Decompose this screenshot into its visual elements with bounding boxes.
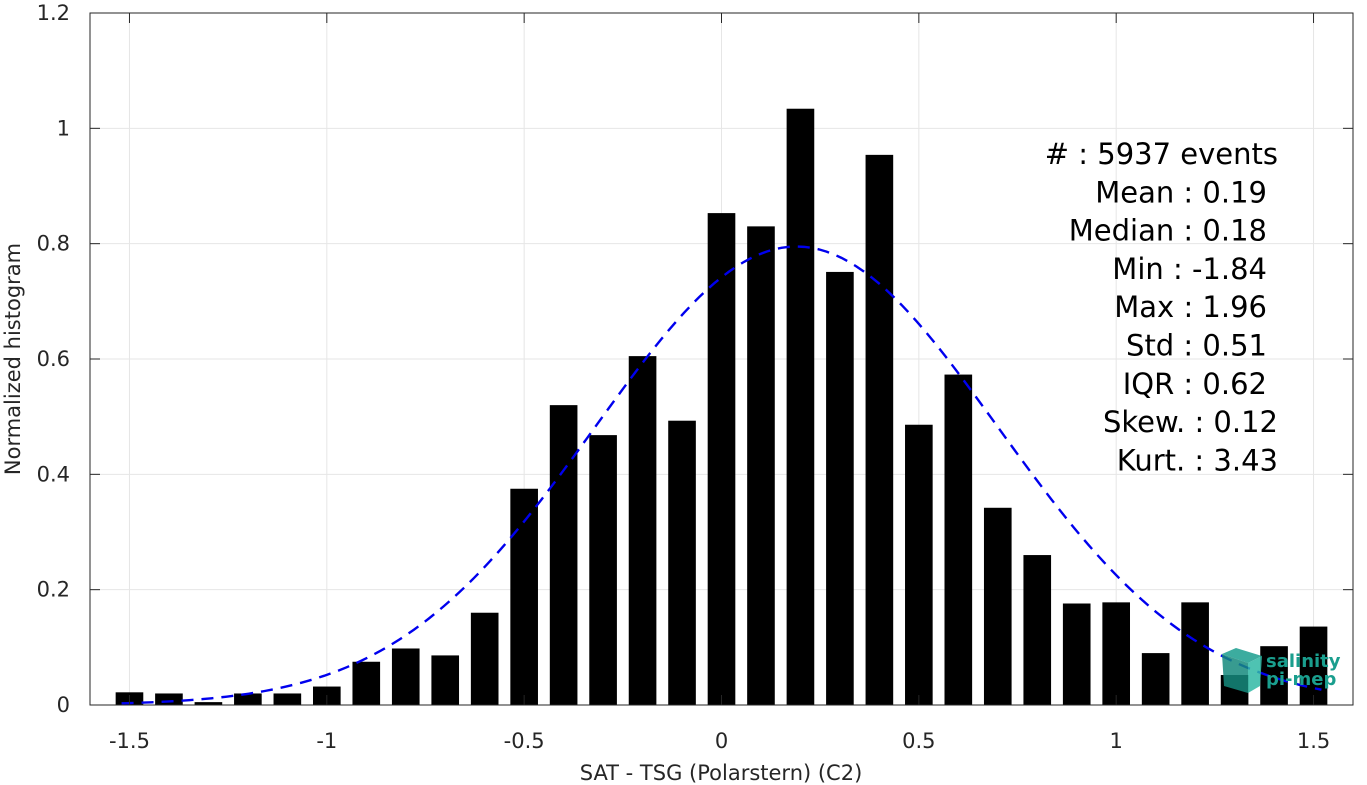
histogram-bar (983, 507, 1012, 705)
histogram-bar (510, 488, 538, 705)
x-tick-label: -0.5 (504, 729, 545, 753)
stat-line: Kurt. : 3.43 (1117, 443, 1278, 477)
x-tick-label: 1 (1110, 729, 1123, 753)
x-tick-label: -1 (316, 729, 337, 753)
x-tick-label: 0.5 (902, 729, 935, 753)
histogram-bar (905, 424, 933, 705)
histogram-bar (470, 612, 499, 705)
stat-line: Skew. : 0.12 (1103, 405, 1278, 439)
histogram-bar (273, 693, 302, 705)
x-tick-label: -1.5 (109, 729, 150, 753)
stat-line: Median : 0.18 (1069, 214, 1267, 248)
histogram-bar (589, 435, 617, 705)
statistics-box: # : 5937 events Mean : 0.19 Median : 0.18 M… (1045, 137, 1278, 477)
normal-fit-curve (121, 245, 1322, 705)
histogram-bar (826, 271, 854, 705)
stat-line: IQR : 0.62 (1123, 367, 1267, 401)
logo-text-salinity: salinity (1266, 651, 1341, 672)
histogram-bar (1062, 603, 1091, 705)
y-tick-label: 0.2 (37, 578, 70, 602)
histogram-bar (1023, 555, 1052, 705)
y-tick-label: 1.2 (37, 1, 70, 25)
y-tick-label: 0 (57, 693, 70, 717)
histogram-bars (115, 108, 1328, 706)
x-tick-label: 1.5 (1297, 729, 1330, 753)
y-axis-label: Normalized histogram (1, 243, 25, 475)
histogram-bar (549, 405, 578, 705)
stat-line: Max : 1.96 (1114, 290, 1267, 324)
x-tick-label: 0 (715, 729, 728, 753)
histogram-bar (155, 693, 183, 705)
stat-line: Mean : 0.19 (1095, 175, 1267, 209)
histogram-bar (1141, 653, 1170, 705)
axis-ticks (90, 12, 1353, 706)
histogram-bar (628, 356, 657, 705)
histogram-bar (786, 108, 815, 705)
histogram-bar (1299, 626, 1328, 705)
y-tick-label: 1 (57, 116, 70, 140)
histogram-bar (431, 655, 460, 705)
histogram-bar (865, 154, 894, 706)
histogram-bar (1102, 602, 1131, 705)
tick-labels: -1.5 -1 -0.5 0 0.5 1 1.5 0 0.2 0.4 0.6 0.8 1 1.2 (37, 1, 1331, 753)
stat-line: # : 5937 events (1045, 137, 1278, 171)
logo-cube-icon (1222, 648, 1262, 693)
histogram-bar (234, 693, 262, 705)
logo-text-pimep: pi-mep (1266, 669, 1336, 690)
histogram-bar (194, 702, 223, 705)
histogram-bar (1181, 602, 1209, 705)
stat-line: Min : -1.84 (1112, 252, 1267, 286)
y-tick-label: 0.8 (37, 232, 70, 256)
x-axis-label: SAT - TSG (Polarstern) (C2) (580, 761, 863, 785)
histogram-bar (944, 374, 973, 705)
y-tick-label: 0.6 (37, 347, 70, 371)
histogram-bar (747, 226, 775, 705)
y-tick-label: 0.4 (37, 462, 70, 486)
histogram-bar (391, 648, 420, 705)
histogram-bar (352, 661, 381, 705)
histogram-bar (707, 213, 736, 705)
salinity-pimep-logo: salinity pi-mep (1222, 648, 1341, 693)
histogram-bar (668, 420, 696, 705)
stat-line: Std : 0.51 (1126, 329, 1267, 363)
